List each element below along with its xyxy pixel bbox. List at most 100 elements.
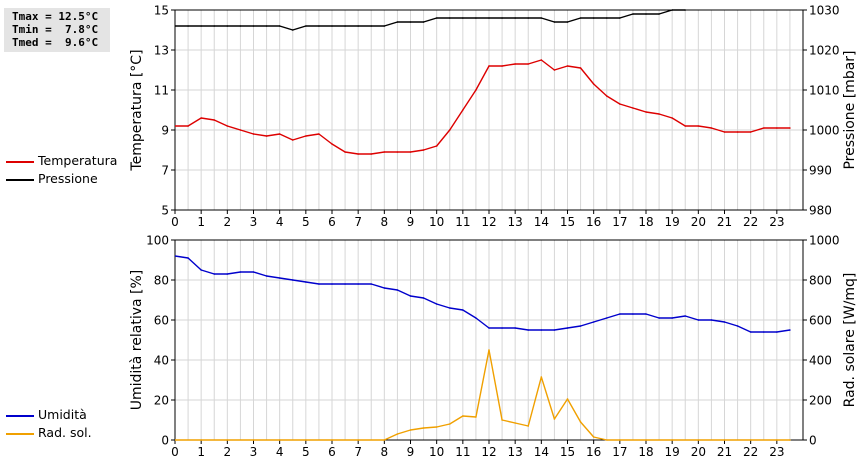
data-point-temperatura <box>710 127 713 129</box>
data-point-rad-sol <box>501 419 503 421</box>
data-point-pressione <box>592 17 595 19</box>
data-point-umidit <box>239 271 242 273</box>
y-tick-label: 11 <box>154 84 169 98</box>
data-point-rad-sol <box>475 416 477 418</box>
y2-tick-label: 1030 <box>809 4 840 18</box>
data-point-umidit <box>501 327 503 329</box>
x-tick-label: 9 <box>407 215 415 229</box>
data-point-temperatura <box>632 107 634 109</box>
data-point-temperatura <box>435 145 438 147</box>
data-point-temperatura <box>592 83 595 85</box>
x-tick-label: 3 <box>250 215 258 229</box>
data-point-pressione <box>396 21 399 23</box>
x-tick-label: 7 <box>354 445 362 459</box>
data-point-umidit <box>527 329 530 331</box>
x-tick-label: 20 <box>691 445 706 459</box>
y2-tick-label: 200 <box>809 394 832 408</box>
data-point-temperatura <box>265 135 268 137</box>
data-point-rad-sol <box>396 433 399 435</box>
data-point-umidit <box>187 257 189 259</box>
data-point-umidit <box>318 283 320 285</box>
data-point-umidit <box>658 317 660 319</box>
y-axis-title: Umidità relativa [%] <box>129 270 145 411</box>
data-point-rad-sol <box>435 426 438 428</box>
x-tick-label: 23 <box>769 215 784 229</box>
data-point-umidit <box>514 327 516 329</box>
x-tick-label: 18 <box>638 215 653 229</box>
legend-swatch-temperatura <box>6 161 34 163</box>
x-tick-label: 9 <box>407 445 415 459</box>
data-point-temperatura <box>475 89 477 91</box>
x-tick-label: 13 <box>508 215 523 229</box>
x-tick-label: 2 <box>224 215 232 229</box>
data-point-rad-sol <box>697 439 700 441</box>
data-point-temperatura <box>252 133 255 135</box>
x-tick-label: 1 <box>197 215 205 229</box>
y2-tick-label: 1020 <box>809 44 840 58</box>
data-point-umidit <box>344 283 346 285</box>
y2-tick-label: 1010 <box>809 84 840 98</box>
x-tick-label: 0 <box>171 445 179 459</box>
data-point-pressione <box>501 17 503 19</box>
data-point-temperatura <box>540 59 543 61</box>
data-point-umidit <box>645 313 647 315</box>
data-point-pressione <box>252 25 255 27</box>
x-tick-label: 6 <box>328 445 336 459</box>
data-point-temperatura <box>175 125 176 127</box>
data-point-temperatura <box>605 95 608 97</box>
data-point-temperatura <box>566 65 569 67</box>
y-tick-label: 5 <box>161 204 169 218</box>
data-point-umidit <box>684 315 687 317</box>
data-point-umidit <box>409 295 412 297</box>
x-tick-label: 2 <box>224 445 232 459</box>
data-point-umidit <box>331 283 333 285</box>
data-point-temperatura <box>226 125 229 127</box>
series-line-umidit <box>175 255 791 333</box>
y2-tick-label: 600 <box>809 314 832 328</box>
data-point-pressione <box>619 17 621 19</box>
legend-label-radsol: Rad. sol. <box>38 425 92 440</box>
y2-tick-label: 1000 <box>809 124 840 138</box>
data-point-umidit <box>462 309 464 311</box>
data-point-pressione <box>175 25 176 27</box>
data-point-temperatura <box>723 131 726 133</box>
data-point-rad-sol <box>200 439 202 441</box>
x-tick-label: 19 <box>665 445 680 459</box>
data-point-pressione <box>475 17 477 19</box>
data-point-temperatura <box>331 143 333 145</box>
data-point-temperatura <box>213 119 216 121</box>
data-point-pressione <box>200 25 202 27</box>
data-point-umidit <box>776 331 778 333</box>
y-tick-label: 7 <box>161 164 169 178</box>
x-tick-label: 14 <box>534 215 549 229</box>
data-point-umidit <box>175 255 176 257</box>
data-point-temperatura <box>749 131 752 133</box>
data-point-pressione <box>213 25 216 27</box>
data-point-umidit <box>448 307 451 309</box>
data-point-rad-sol <box>671 439 673 441</box>
data-point-pressione <box>435 17 438 19</box>
data-point-pressione <box>527 17 530 19</box>
legend-swatch-umidita <box>6 415 34 417</box>
data-point-umidit <box>736 325 739 327</box>
x-tick-label: 4 <box>276 445 284 459</box>
data-point-umidit <box>383 287 386 289</box>
y-tick-label: 20 <box>154 394 169 408</box>
data-point-temperatura <box>370 153 373 155</box>
data-point-umidit <box>475 317 477 319</box>
data-point-temperatura <box>514 63 516 65</box>
data-point-umidit <box>710 319 713 321</box>
x-tick-label: 15 <box>560 215 575 229</box>
data-point-temperatura <box>619 103 621 105</box>
series-points-umidit <box>175 255 791 333</box>
data-point-temperatura <box>527 63 530 65</box>
data-point-umidit <box>697 319 700 321</box>
data-point-umidit <box>553 329 556 331</box>
data-point-temperatura <box>462 109 464 111</box>
y-tick-label: 40 <box>154 354 169 368</box>
data-point-rad-sol <box>540 376 543 378</box>
x-tick-label: 16 <box>586 445 601 459</box>
y2-tick-label: 0 <box>809 434 817 448</box>
data-point-pressione <box>383 25 386 27</box>
series-line-pressione <box>175 9 686 31</box>
